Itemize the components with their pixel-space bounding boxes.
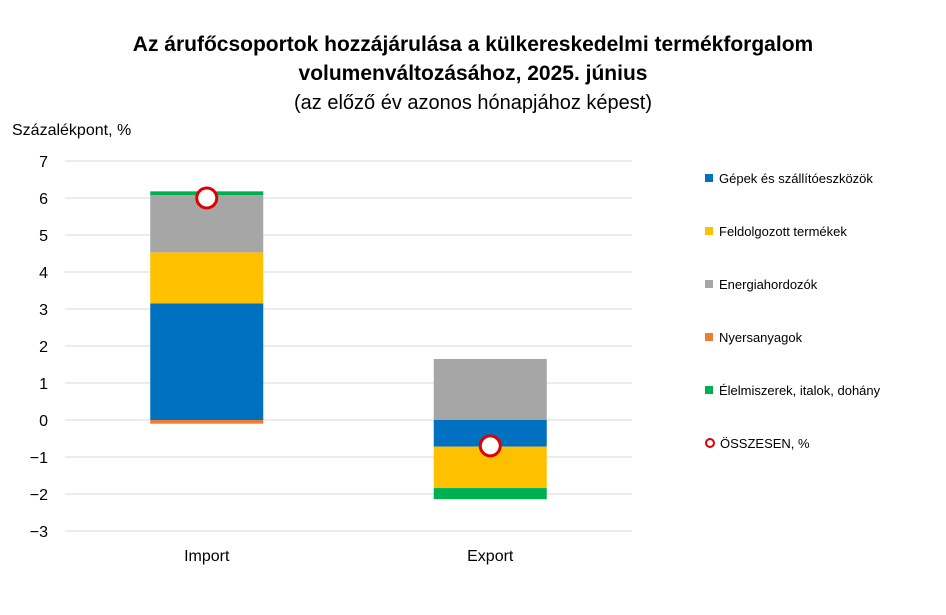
legend-swatch	[705, 227, 713, 235]
y-tick-label: −2	[30, 487, 48, 504]
legend-swatch	[705, 333, 713, 341]
bar-segment	[433, 488, 547, 500]
y-tick-label: −1	[30, 450, 48, 467]
x-tick-label: Import	[184, 548, 230, 565]
chart-title-line-1: Az árufőcsoportok hozzájárulása a külker…	[132, 33, 814, 56]
legend-swatch	[705, 174, 713, 182]
bar-segment	[433, 358, 547, 420]
chart-title-line-2: volumenváltozásához, 2025. június	[298, 62, 648, 85]
bar-segment	[150, 252, 264, 304]
y-tick-label: 4	[39, 265, 48, 282]
legend-label: Energiahordozók	[719, 276, 818, 292]
legend-label: ÖSSZESEN, %	[720, 435, 810, 451]
y-tick-label: 0	[39, 413, 48, 430]
legend-label: Élelmiszerek, italok, dohány	[719, 382, 881, 398]
legend-label: Nyersanyagok	[719, 329, 803, 345]
total-marker	[478, 434, 502, 458]
y-tick-label: 5	[39, 228, 48, 245]
chart-subtitle: (az előző év azonos hónapjához képest)	[293, 92, 652, 114]
bar-segment	[150, 420, 264, 424]
legend-label: Gépek és szállítóeszközök	[719, 170, 873, 186]
legend-item: Energiahordozók	[705, 274, 817, 294]
legend-item: ÖSSZESEN, %	[705, 433, 810, 453]
y-tick-label: −3	[30, 524, 48, 541]
y-tick-label: 2	[39, 339, 48, 356]
total-marker	[195, 186, 219, 210]
legend-item: Élelmiszerek, italok, dohány	[705, 380, 880, 400]
legend-item: Gépek és szállítóeszközök	[705, 168, 873, 188]
x-tick-label: Export	[467, 548, 514, 565]
bar-segment	[150, 303, 264, 420]
y-tick-label: 7	[39, 154, 48, 171]
chart-title: Az árufőcsoportok hozzájárulása a külker…	[0, 30, 946, 88]
legend-item: Feldolgozott termékek	[705, 221, 847, 241]
y-tick-label: 6	[39, 191, 48, 208]
y-axis-label: Százalékpont, %	[12, 122, 132, 139]
legend-swatch	[705, 280, 713, 288]
legend-item: Nyersanyagok	[705, 327, 802, 347]
legend-swatch	[705, 386, 713, 394]
legend-label: Feldolgozott termékek	[719, 223, 847, 239]
legend-marker-circle	[705, 438, 715, 448]
y-tick-label: 1	[39, 376, 48, 393]
y-tick-label: 3	[39, 302, 48, 319]
